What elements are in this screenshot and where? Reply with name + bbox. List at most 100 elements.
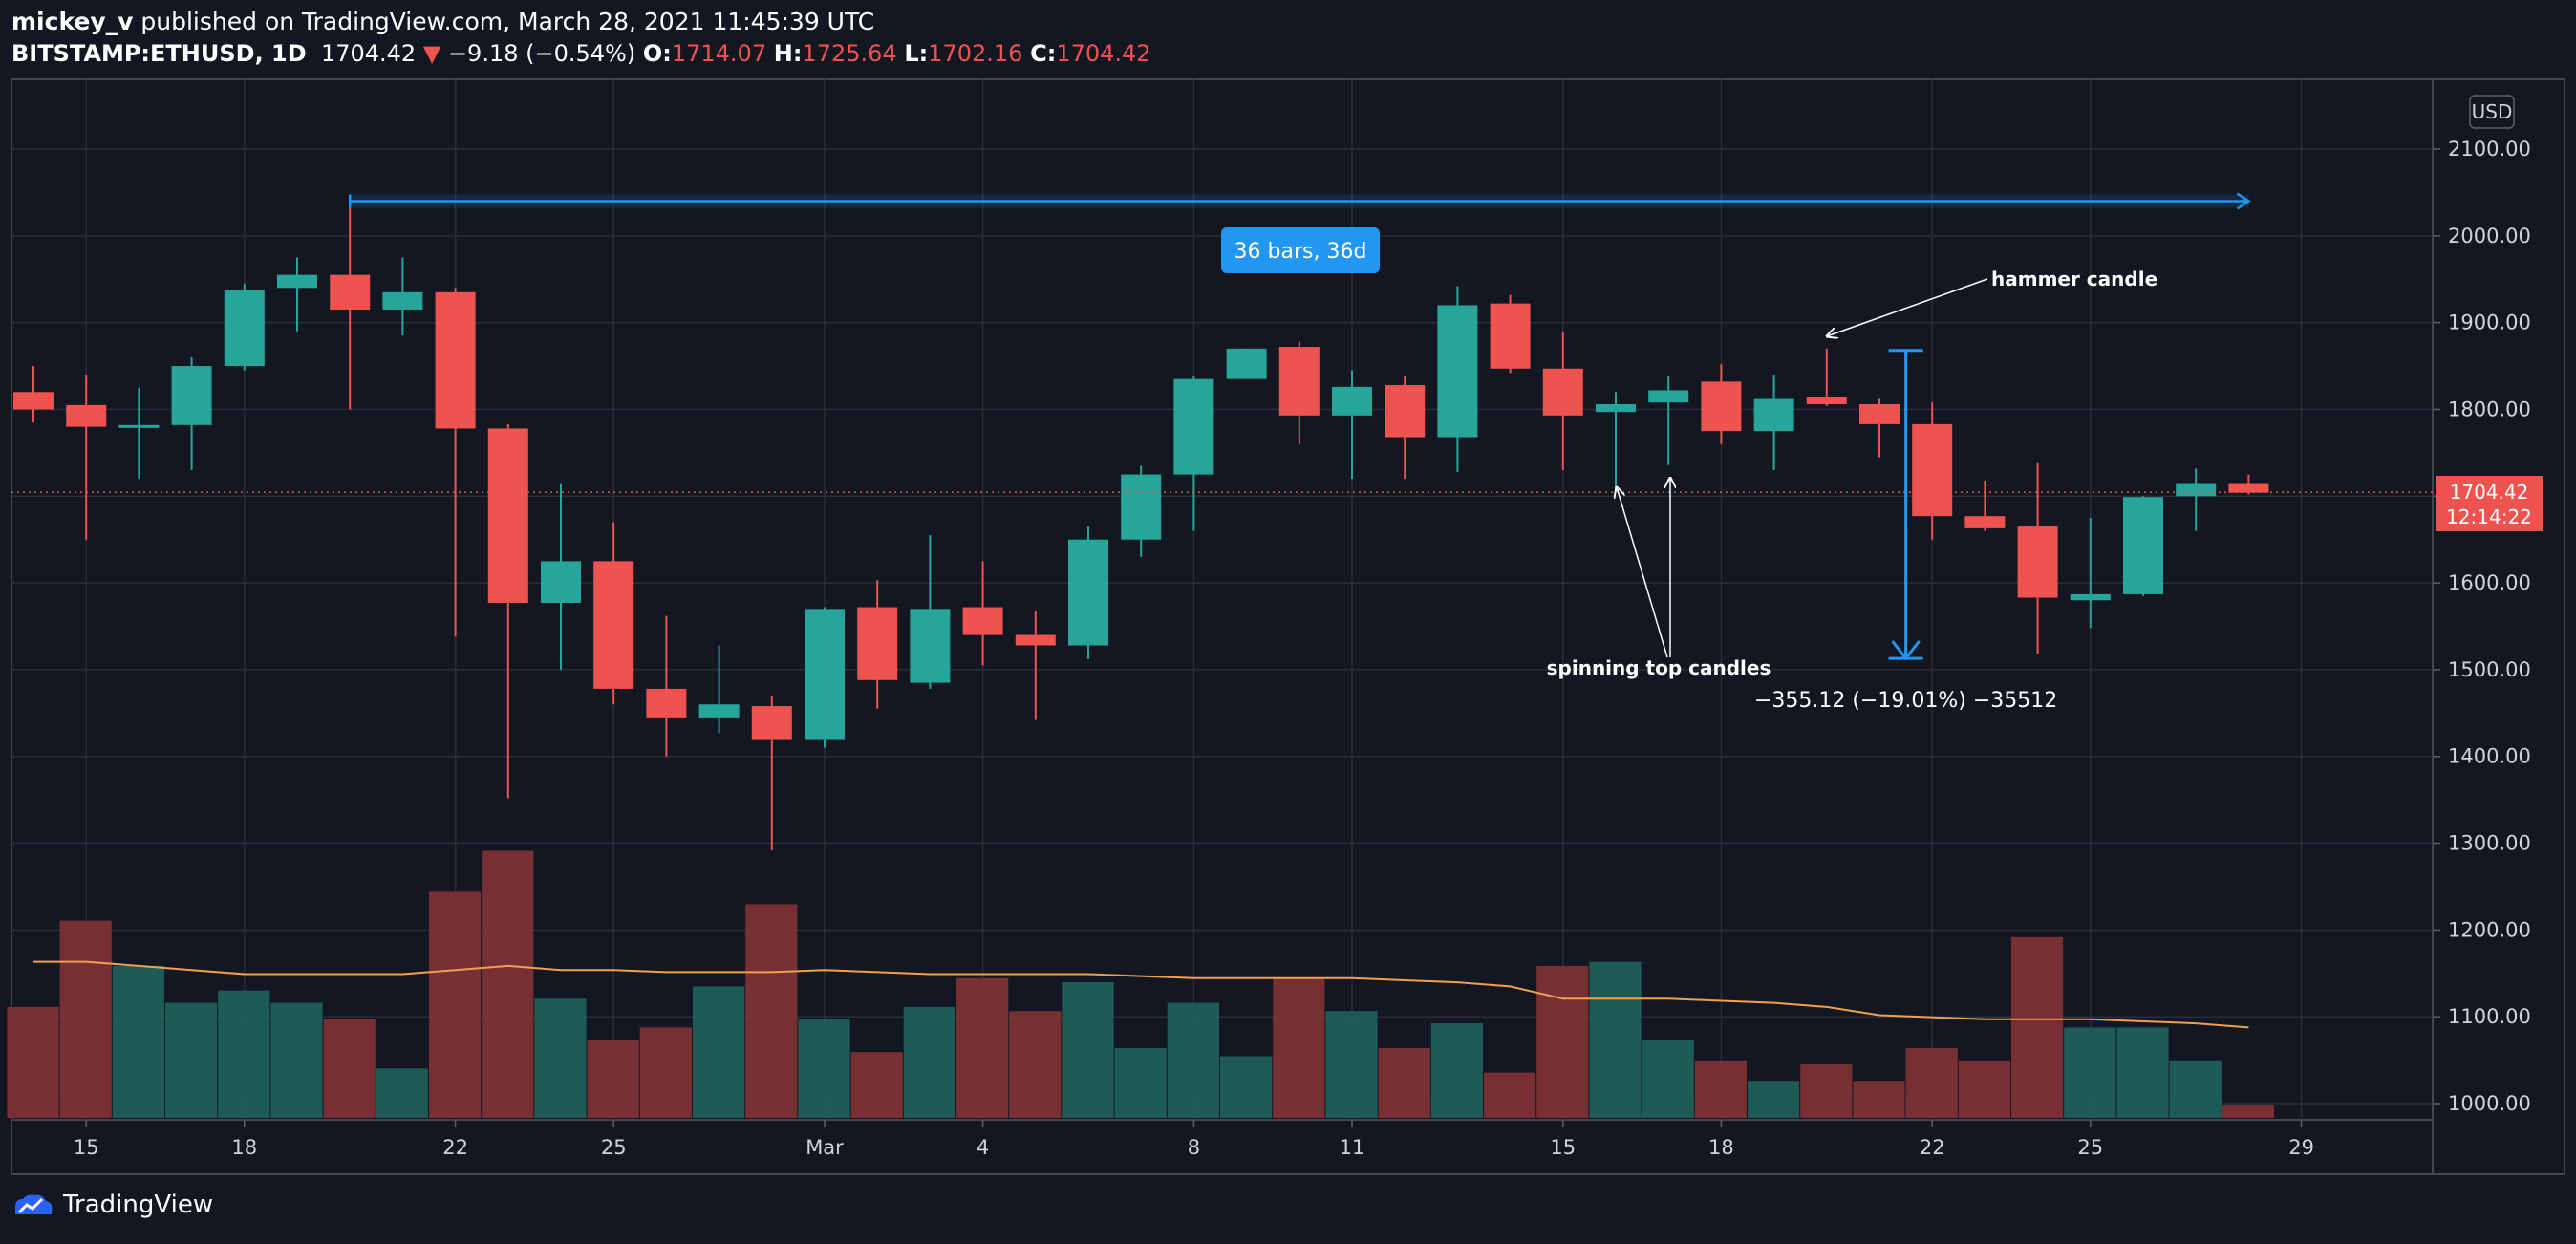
candle[interactable] bbox=[541, 483, 581, 670]
volume-ma bbox=[33, 960, 2249, 1029]
candle[interactable] bbox=[1806, 348, 1847, 406]
candle[interactable] bbox=[171, 356, 212, 471]
candle[interactable] bbox=[224, 283, 265, 371]
candle[interactable] bbox=[857, 580, 898, 709]
candle[interactable] bbox=[1121, 465, 1162, 557]
candle[interactable] bbox=[1596, 392, 1636, 492]
x-tick-label: 18 bbox=[1708, 1136, 1734, 1159]
volume-bar bbox=[1062, 982, 1114, 1118]
candle-body bbox=[330, 274, 371, 311]
candle[interactable] bbox=[2123, 496, 2163, 596]
volume-ma-line bbox=[33, 960, 2249, 1029]
candle-body bbox=[646, 688, 687, 718]
candle[interactable] bbox=[13, 366, 54, 423]
candle-body bbox=[1806, 397, 1847, 405]
candle[interactable] bbox=[1859, 398, 1900, 458]
candle[interactable] bbox=[646, 615, 687, 757]
volume-bar bbox=[745, 904, 798, 1118]
candle[interactable] bbox=[66, 375, 107, 540]
tradingview-logo-icon bbox=[15, 1194, 53, 1214]
candle[interactable] bbox=[2228, 474, 2269, 495]
open-value: 1714.07 bbox=[671, 40, 767, 67]
candle-body bbox=[751, 706, 792, 740]
candle[interactable] bbox=[962, 561, 1003, 666]
close-label: C: bbox=[1030, 40, 1057, 67]
y-tick-label: 1800.00 bbox=[2448, 397, 2531, 420]
candle-body bbox=[277, 274, 317, 289]
candle[interactable] bbox=[1068, 526, 1108, 660]
candle-body bbox=[698, 704, 740, 718]
candle[interactable] bbox=[1490, 294, 1531, 374]
candle[interactable] bbox=[382, 257, 423, 336]
candle[interactable] bbox=[2070, 517, 2111, 629]
candle[interactable] bbox=[1542, 331, 1583, 471]
candle[interactable] bbox=[1648, 375, 1689, 465]
candle[interactable] bbox=[1701, 364, 1742, 444]
candle[interactable] bbox=[1964, 480, 2006, 531]
candle[interactable] bbox=[2176, 468, 2217, 531]
candle[interactable] bbox=[698, 645, 740, 734]
volume-bar bbox=[1167, 1002, 1219, 1118]
y-tick-label: 2000.00 bbox=[2448, 225, 2531, 247]
x-tick-label: 29 bbox=[2288, 1136, 2314, 1159]
candle-body bbox=[1121, 474, 1162, 540]
candle-body bbox=[2176, 483, 2217, 497]
candle[interactable] bbox=[1278, 341, 1320, 444]
candle[interactable] bbox=[1437, 286, 1478, 472]
candles[interactable] bbox=[13, 198, 2269, 850]
candle[interactable] bbox=[1332, 370, 1372, 480]
x-tick-label: 8 bbox=[1188, 1136, 1200, 1159]
x-tick-label: 18 bbox=[231, 1136, 257, 1159]
volume-bar bbox=[270, 1002, 323, 1118]
candle-body bbox=[1912, 423, 1953, 517]
candle[interactable] bbox=[118, 387, 160, 480]
candle[interactable] bbox=[1226, 348, 1267, 379]
volume-bar bbox=[1484, 1072, 1536, 1118]
candle[interactable] bbox=[330, 198, 371, 410]
volume-bar bbox=[1430, 1023, 1483, 1118]
candle[interactable] bbox=[1912, 402, 1953, 540]
candle[interactable] bbox=[435, 288, 476, 637]
candle[interactable] bbox=[593, 522, 634, 705]
bar-countdown: 12:14:22 bbox=[2446, 505, 2532, 528]
candle[interactable] bbox=[277, 257, 317, 332]
time-axis[interactable]: 15 18 22 25 Mar 4 8 11 15 18 22 25 29 bbox=[74, 1120, 2314, 1159]
hammer-arrow bbox=[1827, 278, 1988, 336]
candle[interactable] bbox=[487, 423, 528, 799]
symbol-name[interactable]: BITSTAMP:ETHUSD, 1D bbox=[11, 40, 307, 67]
candle-body bbox=[1596, 404, 1636, 413]
candle-body bbox=[593, 561, 634, 689]
volume-bar bbox=[59, 920, 112, 1118]
high-value: 1725.64 bbox=[802, 40, 897, 67]
volume-bar bbox=[376, 1068, 428, 1118]
candle-body bbox=[487, 428, 528, 603]
range-badge[interactable] bbox=[1221, 227, 1380, 273]
footer-brand[interactable]: TradingView bbox=[11, 1190, 213, 1219]
candle[interactable] bbox=[2017, 462, 2058, 654]
candle[interactable] bbox=[1015, 611, 1056, 720]
candle[interactable] bbox=[805, 607, 845, 748]
close-value: 1704.42 bbox=[1056, 40, 1151, 67]
volume-bar bbox=[1536, 965, 1589, 1118]
candle[interactable] bbox=[751, 696, 792, 850]
author-name[interactable]: mickey_v bbox=[11, 8, 134, 35]
volume-bar bbox=[903, 1006, 955, 1118]
candle[interactable] bbox=[1173, 375, 1214, 531]
candle-body bbox=[382, 291, 423, 311]
x-tick-label: 15 bbox=[74, 1136, 99, 1159]
candle[interactable] bbox=[1753, 375, 1794, 471]
annotations[interactable]: 36 bars, 36d −355.12 (−19.01%) −35512 hamm… bbox=[11, 192, 2433, 713]
candle-body bbox=[1278, 347, 1320, 416]
candle[interactable] bbox=[1385, 375, 1426, 480]
candle-body bbox=[224, 290, 265, 367]
candle-body bbox=[1648, 390, 1689, 403]
volume-bar bbox=[2064, 1027, 2116, 1118]
price-axis[interactable]: 2100.002000.001900.001800.001700.001600.… bbox=[2433, 138, 2531, 1115]
volume-bar bbox=[693, 986, 745, 1118]
currency-button[interactable]: USD bbox=[2469, 95, 2515, 129]
candle[interactable] bbox=[910, 535, 951, 689]
y-tick-label: 1500.00 bbox=[2448, 658, 2531, 681]
volume-bar bbox=[7, 1006, 59, 1118]
candle-body bbox=[1859, 404, 1900, 424]
